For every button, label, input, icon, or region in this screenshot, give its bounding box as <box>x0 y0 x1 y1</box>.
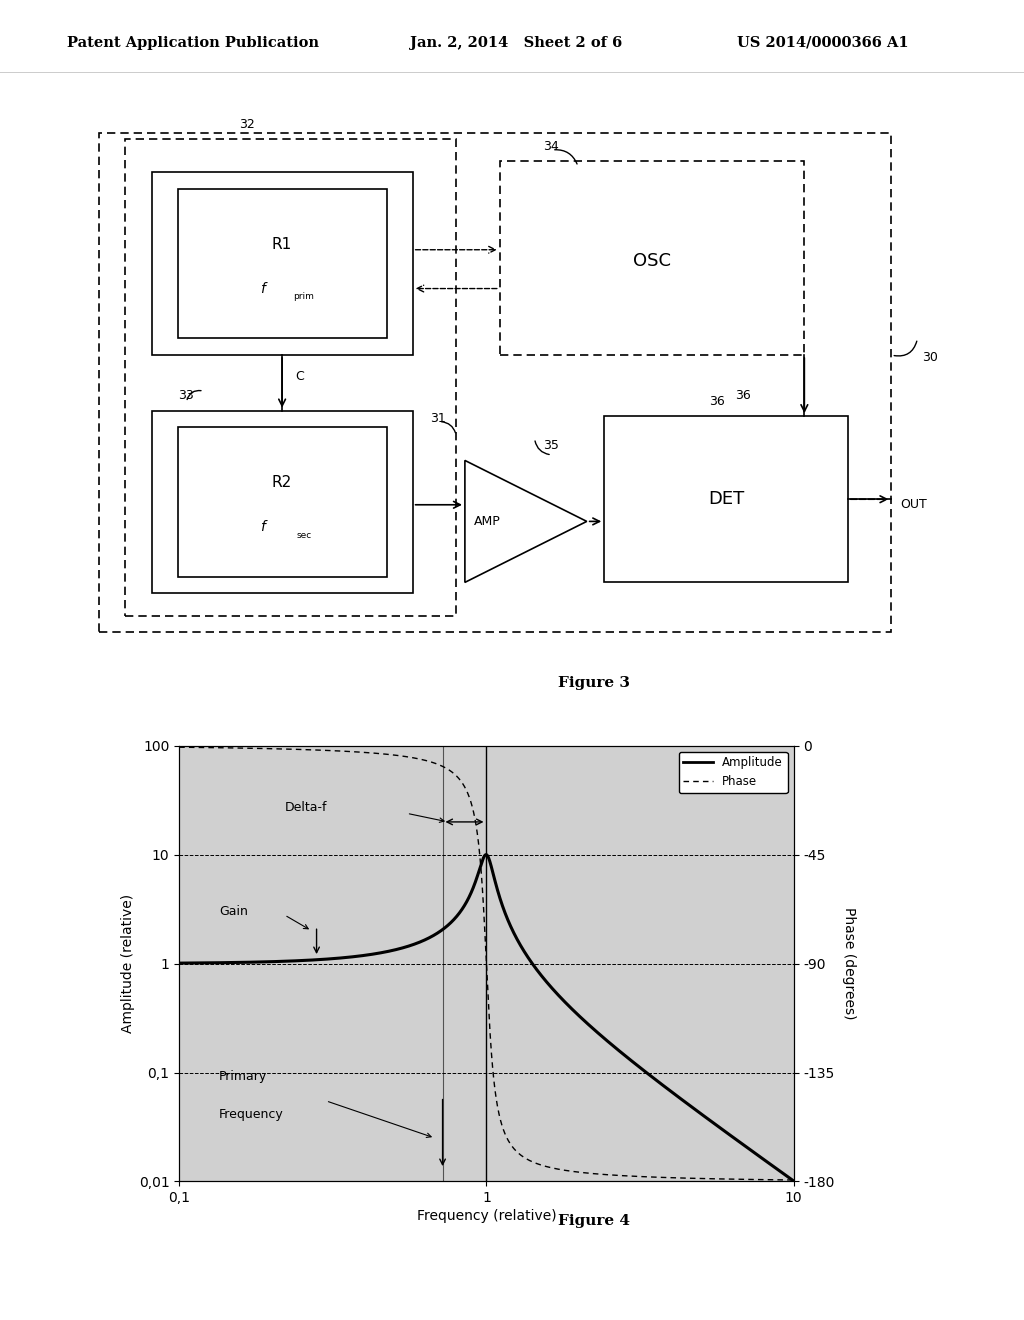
Text: Gain: Gain <box>219 906 248 917</box>
Text: R2: R2 <box>272 475 292 490</box>
Text: $f$: $f$ <box>260 281 269 296</box>
Text: US 2014/0000366 A1: US 2014/0000366 A1 <box>737 36 909 50</box>
Text: Delta-f: Delta-f <box>285 801 327 814</box>
Text: AMP: AMP <box>473 515 501 528</box>
Text: Frequency: Frequency <box>219 1109 284 1121</box>
Bar <box>125 139 457 615</box>
Text: prim: prim <box>294 292 314 301</box>
Text: $f$: $f$ <box>260 520 269 535</box>
Text: 33: 33 <box>178 389 194 403</box>
Text: DET: DET <box>708 490 744 508</box>
Bar <box>178 189 387 338</box>
Text: Patent Application Publication: Patent Application Publication <box>67 36 318 50</box>
Text: OSC: OSC <box>633 252 671 269</box>
Text: Jan. 2, 2014   Sheet 2 of 6: Jan. 2, 2014 Sheet 2 of 6 <box>410 36 622 50</box>
Text: 31: 31 <box>430 412 445 425</box>
Bar <box>500 161 805 355</box>
Text: 36: 36 <box>709 395 724 408</box>
Bar <box>604 416 848 582</box>
Y-axis label: Amplitude (relative): Amplitude (relative) <box>121 894 134 1034</box>
X-axis label: Frequency (relative): Frequency (relative) <box>417 1209 556 1224</box>
Text: OUT: OUT <box>900 498 927 511</box>
Bar <box>178 428 387 577</box>
Text: R1: R1 <box>272 236 292 252</box>
Bar <box>152 172 413 355</box>
Legend: Amplitude, Phase: Amplitude, Phase <box>679 751 787 793</box>
Text: 32: 32 <box>239 117 254 131</box>
Bar <box>152 411 413 594</box>
Text: 36: 36 <box>735 389 751 403</box>
Text: C: C <box>295 370 304 383</box>
Text: Primary: Primary <box>219 1071 267 1084</box>
Text: 30: 30 <box>922 351 938 363</box>
Text: Figure 4: Figure 4 <box>558 1214 630 1228</box>
Text: Figure 3: Figure 3 <box>558 676 630 690</box>
Text: sec: sec <box>296 531 311 540</box>
Text: 34: 34 <box>543 140 559 153</box>
Text: 35: 35 <box>543 440 559 453</box>
Y-axis label: Phase (degrees): Phase (degrees) <box>842 907 856 1020</box>
